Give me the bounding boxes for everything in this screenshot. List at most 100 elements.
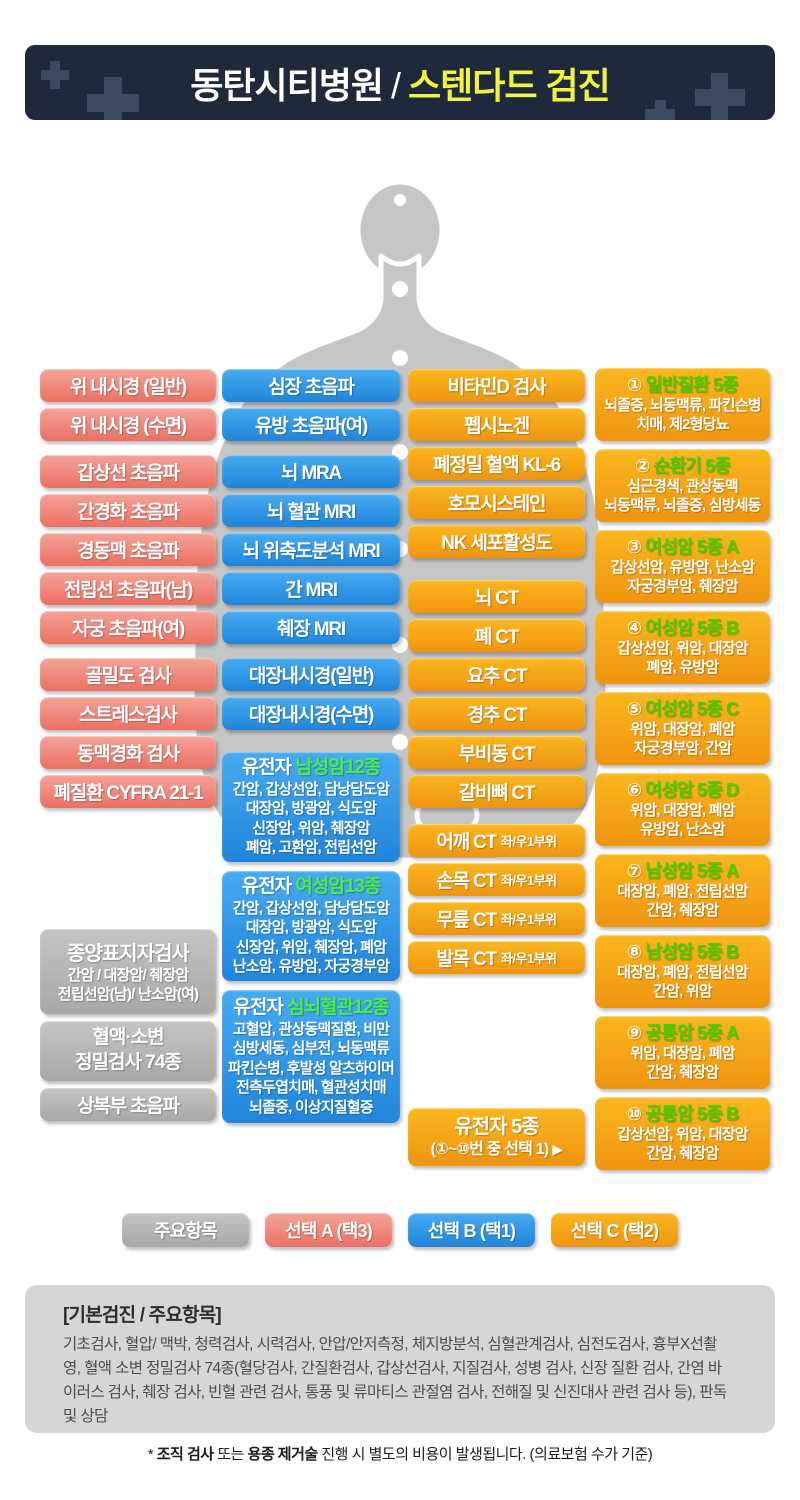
checkup-item: 골밀도 검사 — [40, 658, 216, 691]
legend-select-a: 선택 A (택3) — [265, 1213, 392, 1247]
panel-title: 종양표지자검사 — [67, 942, 190, 965]
checkup-item: 심장 초음파 — [222, 369, 400, 402]
panel-line: 뇌졸증, 뇌동맥류, 파킨슨병 — [604, 397, 761, 415]
panel-title: 유전자 남성암12종 — [241, 757, 382, 779]
gene-set-panel: ⑥ 여성암 5종 D 위암, 대장암, 폐암 유방암, 난소암 — [595, 773, 770, 846]
panel-title: ⑤ 여성암 5종 C — [626, 699, 739, 720]
panel-line: 뇌졸중, 이상지질혈증 — [249, 1098, 374, 1116]
checkup-item-label: 위 내시경 (일반) — [69, 377, 187, 398]
checkup-item: 손목 CT 좌/우1부위 — [408, 863, 585, 896]
gene-set-panel: ③ 여성암 5종 A 갑상선암, 유방암, 난소암 자궁경부암, 췌장암 — [595, 530, 770, 603]
checkup-item: 뇌 CT — [408, 580, 585, 613]
circled-number: ③ — [626, 537, 642, 558]
gene-panel: 유전자 남성암12종 간암, 갑상선암, 담낭담도암 대장암, 방광암, 식도암… — [222, 752, 400, 862]
panel-line: 파킨슨병, 후발성 알츠하이머 — [227, 1059, 395, 1077]
checkup-item-label: 호모시스테인 — [447, 494, 547, 515]
column-gene-sets: ① 일반질환 5종 뇌졸증, 뇌동맥류, 파킨슨병 치매, 제2형당뇨 ② 순환… — [595, 368, 770, 1178]
footnote-bold: 용종 제거술 — [247, 1446, 319, 1463]
checkup-item-label: 갑상선 초음파 — [77, 463, 180, 484]
blood-urine-panel: 혈액·소변 정밀검사 74종 — [40, 1021, 216, 1081]
checkup-item-label: 자궁 초음파(여) — [71, 619, 185, 640]
footnote: * 조직 검사 또는 용종 제거술 진행 시 별도의 비용이 발생됩니다. (의… — [0, 1443, 800, 1464]
checkup-item-label: 손목 CT — [436, 871, 497, 892]
checkup-item: 부비동 CT — [408, 736, 585, 769]
circled-number: ⑨ — [626, 1023, 642, 1044]
panel-line: 위암, 대장암, 폐암 — [630, 1045, 735, 1063]
checkup-item: 뇌 혈관 MRI — [222, 494, 400, 527]
panel-title: ⑩ 공통암 5종 B — [626, 1104, 739, 1125]
checkup-item-label: 대장내시경(일반) — [248, 666, 374, 687]
checkup-item: 위 내시경 (일반) — [40, 369, 216, 402]
checkup-item: 폐 CT — [408, 619, 585, 652]
panel-title: ④ 여성암 5종 B — [626, 618, 739, 639]
panel-line: 위암, 대장암, 폐암 — [630, 802, 735, 820]
checkup-item-label: 스트레스검사 — [79, 705, 178, 726]
checkup-item-label: 뇌 위축도분석 MRI — [242, 541, 380, 562]
panel-line: 간암 / 대장암/ 췌장암 — [67, 966, 190, 984]
panel-line: 뇌동맥류, 뇌졸증, 심방세동 — [604, 497, 761, 515]
checkup-item-label: 무릎 CT — [436, 910, 497, 931]
checkup-item: 뇌 위축도분석 MRI — [222, 533, 400, 566]
cross-icon — [41, 61, 745, 120]
checkup-item: NK 세포활성도 — [408, 525, 585, 558]
checkup-item-label: 폐정밀 혈액 KL-6 — [433, 455, 561, 476]
header-banner: 동탄시티병원 / 스텐다드 검진 — [25, 45, 775, 120]
gene-panel: 유전자 여성암13종 간암, 갑상선암, 담낭담도암 대장암, 방광암, 식도암… — [222, 871, 400, 981]
info-title: [기본검진 / 주요항목] — [63, 1305, 222, 1326]
checkup-item-label: 간경화 초음파 — [77, 502, 180, 523]
panel-title: ⑧ 남성암 5종 B — [626, 942, 739, 963]
gene-set-panel: ⑤ 여성암 5종 C 위암, 대장암, 폐암 자궁경부암, 간암 — [595, 692, 770, 765]
checkup-item-label: 골밀도 검사 — [85, 666, 172, 687]
circled-number: ① — [627, 375, 642, 396]
panel-title: ⑥ 여성암 5종 D — [626, 780, 739, 801]
circled-number: ② — [634, 456, 650, 477]
gene-set-panel: ② 순환기 5종 심근경색, 관상동맥 뇌동맥류, 뇌졸증, 심방세동 — [595, 449, 770, 522]
panel-line: 난소암, 유방암, 자궁경부암 — [232, 958, 390, 976]
checkup-item: 전립선 초음파(남) — [40, 572, 216, 605]
basic-checkup-info: [기본검진 / 주요항목] 기초검사, 혈압/ 맥박, 청력검사, 시력검사, … — [25, 1285, 775, 1433]
package-name: 스텐다드 검진 — [408, 64, 611, 106]
circled-number: ⑩ — [626, 1104, 642, 1125]
panel-line: 심근경색, 관상동맥 — [627, 478, 739, 496]
gene-panel: 유전자 심뇌혈관12종 고혈압, 관상동맥질환, 비만 심방세동, 심부전, 뇌… — [222, 990, 400, 1123]
column-select-b: 심장 초음파 유방 초음파(여) 뇌 MRA 뇌 혈관 MRI 뇌 위축도분석 … — [222, 369, 400, 1132]
checkup-item: 스트레스검사 — [40, 697, 216, 730]
panel-subtitle: (①~⑩번 중 선택 1) ▶ — [430, 1140, 564, 1158]
gene-select-box: 유전자 5종 (①~⑩번 중 선택 1) ▶ — [408, 1108, 585, 1166]
checkup-item-label: 경동맥 초음파 — [77, 541, 180, 562]
checkup-item: 경동맥 초음파 — [40, 533, 216, 566]
panel-title: ① 일반질환 5종 — [627, 375, 739, 396]
panel-line: 전립선암(남)/ 난소암(여) — [57, 985, 199, 1003]
panel-line: 대장암, 폐암, 전립선암 — [617, 883, 748, 901]
gene-set-panel: ⑨ 공통암 5종 A 위암, 대장암, 폐암 간암, 췌장암 — [595, 1016, 770, 1089]
checkup-item-label: 발목 CT — [436, 949, 497, 970]
checkup-item: 폐정밀 혈액 KL-6 — [408, 447, 585, 480]
checkup-item: 상복부 초음파 — [40, 1088, 216, 1121]
panel-line: 대장암, 방광암, 식도암 — [245, 919, 377, 937]
arrow-right-icon: ▶ — [552, 1140, 563, 1157]
checkup-item-label: 대장내시경(수면) — [248, 705, 374, 726]
panel-line: 신장암, 위암, 췌장암 — [252, 819, 370, 837]
panel-title: 유전자 심뇌혈관12종 — [233, 996, 389, 1018]
checkup-item: 간 MRI — [222, 572, 400, 605]
circled-number: ⑥ — [626, 780, 642, 801]
column-select-c: 비타민D 검사 펩시노겐 폐정밀 혈액 KL-6 호모시스테인 NK 세포활성도… — [408, 369, 585, 1166]
checkup-item-sublabel: 좌/우1부위 — [500, 951, 557, 966]
panel-line: 신장암, 위암, 췌장암, 폐암 — [235, 938, 387, 956]
checkup-item: 갑상선 초음파 — [40, 455, 216, 488]
checkup-item: 비타민D 검사 — [408, 369, 585, 402]
panel-title: ⑦ 남성암 5종 A — [626, 861, 739, 882]
panel-title: ⑨ 공통암 5종 A — [626, 1023, 739, 1044]
gene-set-panel: ⑩ 공통암 5종 B 갑상선암, 위암, 대장암 간암, 췌장암 — [595, 1097, 770, 1170]
checkup-item-label: 뇌 혈관 MRI — [266, 502, 356, 523]
panel-line: 고혈압, 관상동맥질환, 비만 — [232, 1020, 390, 1038]
legend-select-c: 선택 C (택2) — [551, 1213, 678, 1247]
footnote-text: * — [147, 1446, 157, 1463]
checkup-item-label: 간 MRI — [285, 580, 338, 601]
panel-line: 갑상선암, 위암, 대장암 — [617, 640, 748, 658]
checkup-item-label: 췌장 MRI — [277, 619, 346, 640]
panel-title: 유전자 5종 — [454, 1115, 539, 1138]
circled-number: ⑦ — [626, 861, 642, 882]
checkup-item: 폐질환 CYFRA 21-1 — [40, 775, 216, 808]
title-divider: / — [390, 64, 401, 106]
